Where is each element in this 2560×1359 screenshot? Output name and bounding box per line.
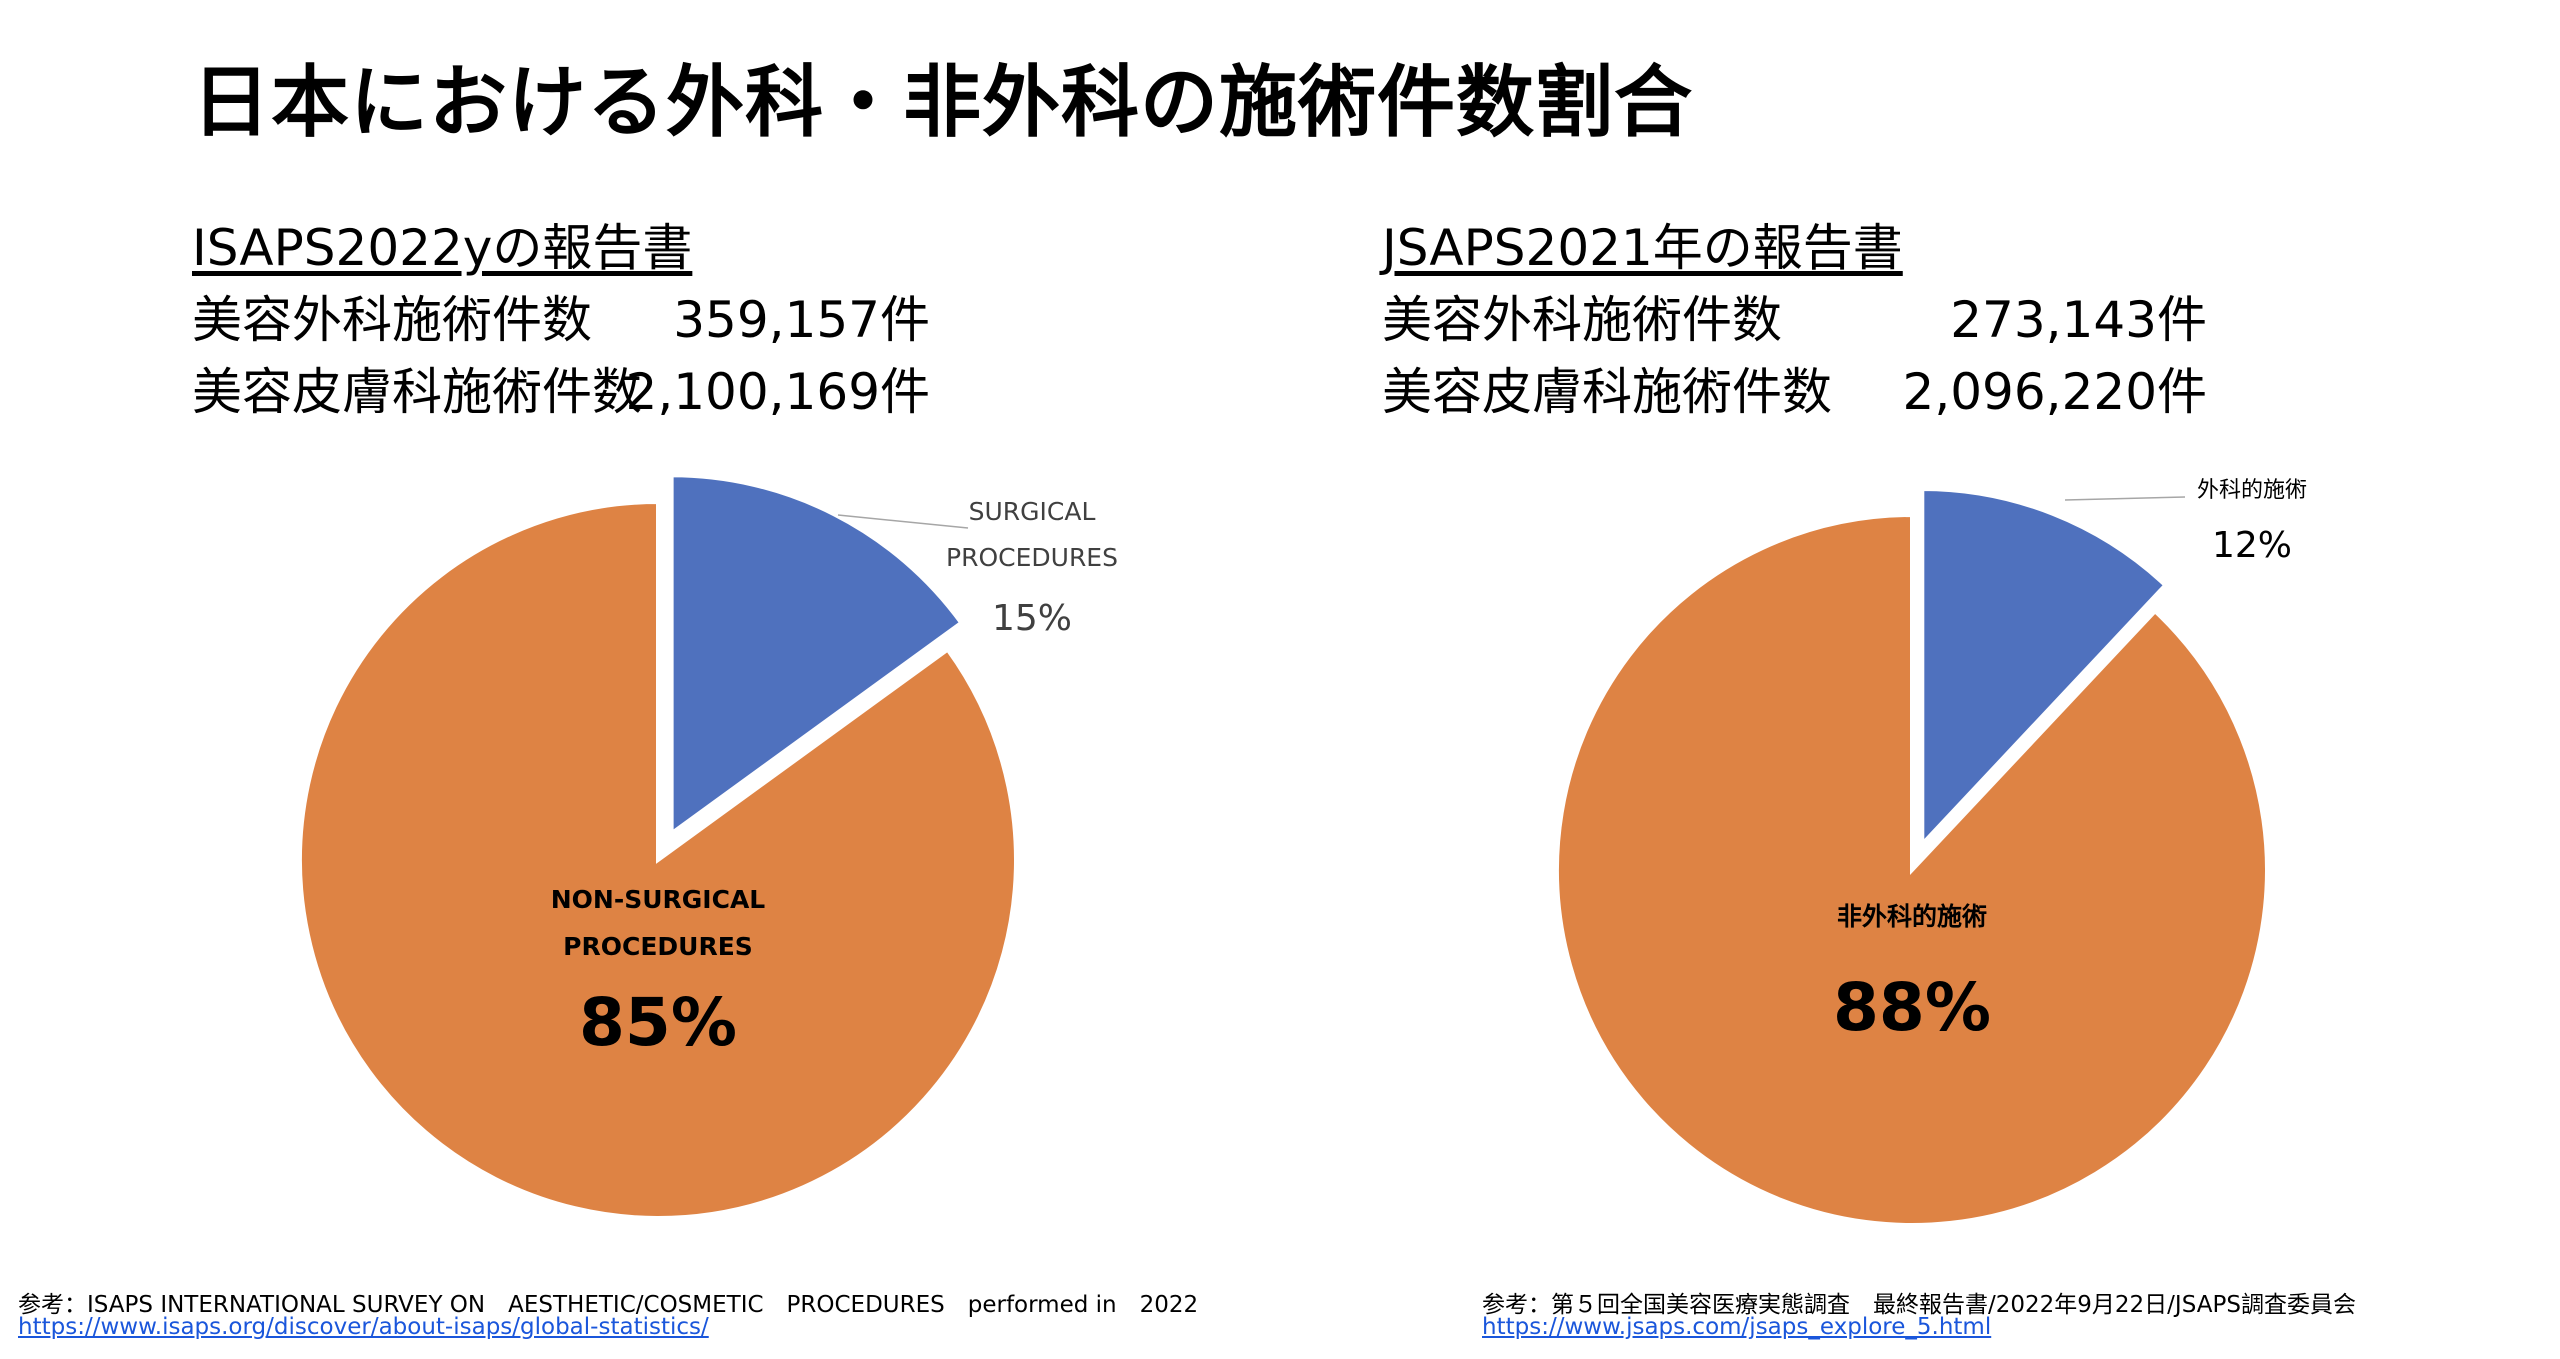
left-stat-surgical-value: 359,157件: [673, 291, 930, 349]
right-report-title: JSAPS2021年の報告書: [1382, 219, 1903, 277]
left-stat-surgical-label: 美容外科施術件数: [192, 291, 592, 349]
right-stat-surgical-value: 273,143件: [1950, 291, 2207, 349]
left-report-title: ISAPS2022yの報告書: [192, 219, 693, 277]
pie1-surgical-label: SURGICAL: [969, 497, 1096, 526]
pie2-slice-surgical: [1920, 486, 2169, 850]
pie1-surgical-percent: 15%: [992, 598, 1072, 639]
pie1-slice-surgical: [669, 473, 965, 838]
left-stat-dermatology-label: 美容皮膚科施術件数: [192, 363, 642, 421]
pie2-slice-non-surgical: [1555, 512, 2269, 1227]
left-stat-dermatology-value: 2,100,169件: [625, 363, 930, 421]
pie2-non-surgical-label: 非外科的施術: [1837, 902, 1987, 931]
pie2-surgical-label: 外科的施術: [2197, 478, 2307, 503]
right-stat-dermatology-value: 2,096,220件: [1902, 363, 2207, 421]
pie1-non-surgical-percent: 85%: [579, 984, 737, 1061]
right-footer-note: 参考：第５回全国美容医療実態調査 最終報告書/2022年9月22日/JSAPS調…: [1482, 1292, 2356, 1318]
pie1-leader-line: [837, 514, 969, 529]
pie1-slice-non-surgical: [298, 499, 1018, 1220]
pie1-non-surgical-label: PROCEDURES: [563, 932, 753, 961]
pie1-surgical-label: PROCEDURES: [946, 543, 1118, 572]
page-title: 日本における外科・非外科の施術件数割合: [192, 58, 1694, 148]
pie1-non-surgical-label: NON-SURGICAL: [551, 885, 766, 914]
right-footer-link[interactable]: https://www.jsaps.com/jsaps_explore_5.ht…: [1482, 1314, 1992, 1340]
right-stat-surgical-label: 美容外科施術件数: [1382, 291, 1782, 349]
left-footer-link[interactable]: https://www.isaps.org/discover/about-isa…: [18, 1314, 709, 1340]
right-stat-dermatology-label: 美容皮膚科施術件数: [1382, 363, 1832, 421]
pie2-leader-line: [2064, 496, 2186, 501]
pie2-non-surgical-percent: 88%: [1833, 969, 1991, 1046]
left-footer-note: 参考：ISAPS INTERNATIONAL SURVEY ON AESTHET…: [18, 1292, 1199, 1318]
pie2-surgical-percent: 12%: [2212, 525, 2292, 566]
